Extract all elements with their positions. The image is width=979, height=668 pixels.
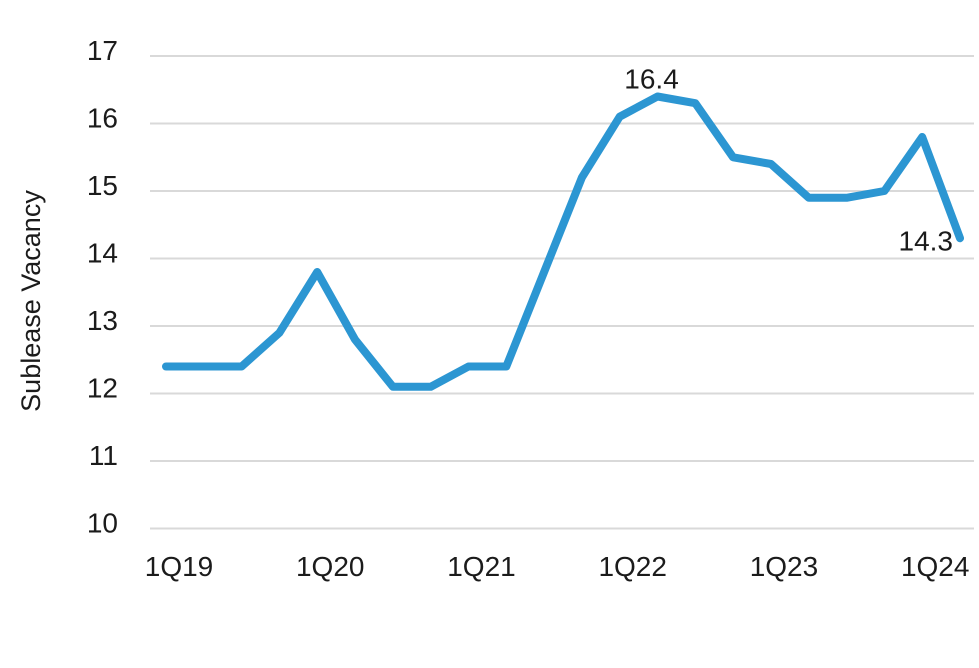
x-tick-label-1Q19: 1Q19 [145,551,214,582]
y-axis-title: Sublease Vacancy [16,190,46,412]
y-tick-label-17: 17 [87,35,118,66]
x-tick-labels-group: 1Q19 1Q20 1Q21 1Q22 1Q23 1Q24 [145,551,970,582]
x-tick-label-1Q20: 1Q20 [296,551,365,582]
x-tick-label-1Q21: 1Q21 [447,551,516,582]
series-line-sublease-vacancy [162,92,964,391]
y-tick-label-12: 12 [87,373,118,404]
data-label-annotations-group: 16.4 14.3 [624,64,953,257]
data-label-14.3: 14.3 [899,225,954,256]
x-tick-label-1Q22: 1Q22 [598,551,667,582]
x-tick-label-1Q24: 1Q24 [901,551,970,582]
gridlines-group [150,55,974,530]
y-tick-label-16: 16 [87,103,118,134]
data-label-16.4: 16.4 [624,64,679,95]
y-tick-label-13: 13 [87,305,118,336]
y-tick-label-15: 15 [87,170,118,201]
y-tick-label-14: 14 [87,238,118,269]
x-tick-label-1Q23: 1Q23 [750,551,819,582]
y-tick-label-10: 10 [87,508,118,539]
y-tick-labels-group: 10 11 12 13 14 15 16 17 [87,35,118,539]
y-tick-label-11: 11 [89,440,118,471]
